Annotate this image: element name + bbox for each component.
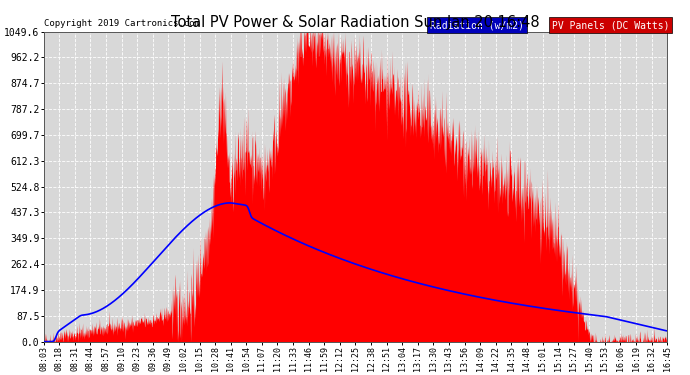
Text: Copyright 2019 Cartronics.com: Copyright 2019 Cartronics.com (43, 20, 199, 28)
Text: PV Panels (DC Watts): PV Panels (DC Watts) (552, 20, 669, 30)
Title: Total PV Power & Solar Radiation Sun Jan 20 16:48: Total PV Power & Solar Radiation Sun Jan… (171, 15, 540, 30)
Text: Radiation (w/m2): Radiation (w/m2) (431, 20, 524, 30)
